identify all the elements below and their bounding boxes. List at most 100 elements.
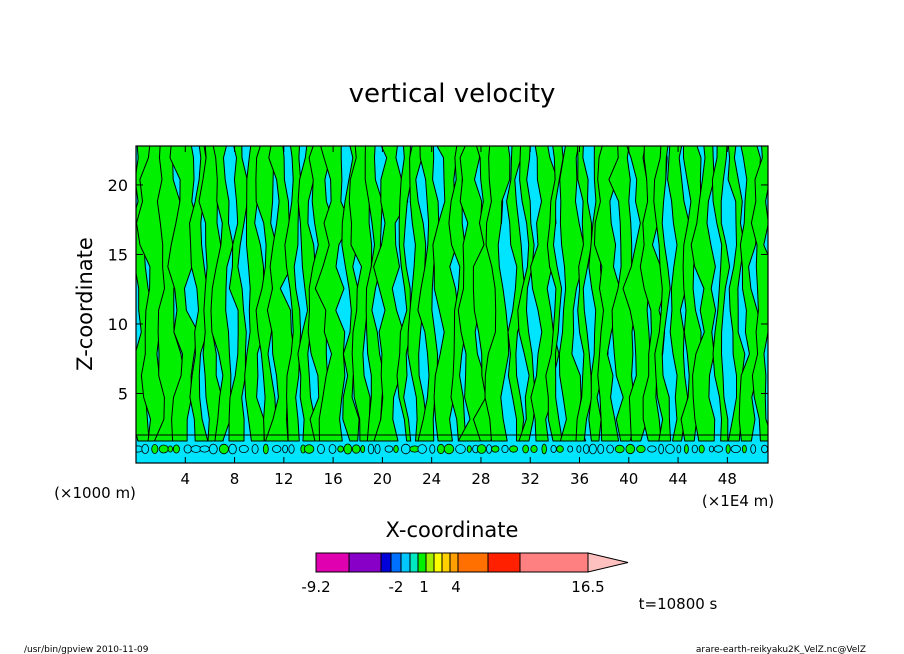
near-surface-cell <box>713 445 724 453</box>
near-surface-cell <box>374 443 381 454</box>
positive-region <box>517 146 536 442</box>
x-tick-label: 4 <box>181 470 191 488</box>
x-tick-label: 20 <box>373 470 392 488</box>
positive-region <box>690 146 717 442</box>
colorbar <box>315 552 629 573</box>
near-surface-cell <box>625 443 636 455</box>
near-surface-cell <box>393 444 399 453</box>
colorbar-segment <box>315 552 350 573</box>
near-surface-cell <box>725 444 731 454</box>
colorbar-segment <box>425 552 435 573</box>
near-surface-cell <box>343 443 353 455</box>
near-surface-cell <box>443 443 455 455</box>
near-surface-cell <box>708 445 715 453</box>
near-surface-cell <box>417 444 427 454</box>
near-surface-cell <box>567 445 574 453</box>
near-surface-cell <box>228 443 237 455</box>
near-surface-cell <box>262 443 269 455</box>
near-surface-cell <box>400 443 411 455</box>
near-surface-cell <box>238 444 249 453</box>
near-surface-cell <box>636 444 646 453</box>
y-axis-label: Z-coordinate <box>73 237 97 371</box>
near-surface-cell <box>208 443 218 455</box>
near-surface-cell <box>583 444 590 454</box>
x-tick-label: 8 <box>230 470 240 488</box>
x-tick-label: 32 <box>521 470 540 488</box>
near-surface-cell <box>272 445 282 453</box>
positive-region <box>210 146 234 442</box>
near-surface-cell <box>614 444 625 454</box>
x-tick-label: 16 <box>324 470 343 488</box>
x-tick-label: 48 <box>718 470 737 488</box>
near-surface-cell <box>251 444 259 454</box>
positive-region <box>396 146 412 442</box>
positive-region <box>558 146 587 442</box>
near-surface-cell <box>466 445 472 453</box>
near-surface-cell <box>328 444 337 454</box>
near-surface-cell <box>476 444 487 454</box>
near-surface-cell <box>303 444 315 454</box>
positive-region <box>228 146 248 442</box>
colorbar-segment <box>487 552 521 573</box>
near-surface-cell <box>288 444 295 454</box>
positive-region <box>484 146 511 442</box>
near-surface-cell <box>183 444 192 454</box>
y-tick-label: 20 <box>108 176 128 195</box>
near-surface-cell <box>742 444 747 454</box>
near-surface-cell <box>691 444 698 454</box>
positive-region <box>750 146 768 442</box>
colorbar-segment <box>441 552 451 573</box>
near-surface-cell <box>509 445 518 453</box>
x-axis-ticks: 4 8 12 16 20 24 28 32 36 40 44 48 <box>181 146 737 488</box>
near-surface-cell <box>698 444 705 454</box>
near-surface-cell <box>190 445 202 453</box>
near-surface-cell <box>750 444 757 454</box>
y-axis-ticks: 5 10 15 20 <box>108 176 768 403</box>
colorbar-segment <box>457 552 489 573</box>
x-unit-left: (×1000 m) <box>54 484 136 502</box>
colorbar-segment <box>380 552 392 573</box>
colorbar-tick-label: -2 <box>389 578 404 596</box>
near-surface-cell <box>158 444 169 454</box>
near-surface-cell <box>360 444 366 453</box>
colorbar-segment <box>409 552 419 573</box>
near-surface-cell <box>556 445 564 453</box>
colorbar-segment <box>449 552 459 573</box>
near-surface-cell <box>141 443 150 454</box>
x-tick-label: 40 <box>619 470 638 488</box>
footer-right: arare-earth-reikyaku2K_VelZ.nc@VelZ <box>696 645 866 654</box>
near-surface-cell <box>351 444 361 454</box>
positive-region <box>711 146 731 442</box>
colorbar-extend-arrow <box>587 552 629 573</box>
x-tick-label: 36 <box>570 470 589 488</box>
near-surface-cell <box>730 444 742 453</box>
y-tick-label: 10 <box>108 315 128 334</box>
near-surface-cell <box>761 444 768 454</box>
near-surface-cell <box>522 444 529 454</box>
near-surface-cell <box>218 443 229 455</box>
near-surface-cell <box>647 445 657 453</box>
colorbar-segment <box>433 552 443 573</box>
near-surface-cell <box>576 445 582 453</box>
near-surface-cell <box>337 445 344 453</box>
positive-region <box>727 146 746 442</box>
near-surface-cell <box>501 444 509 454</box>
near-surface-cell <box>429 444 436 454</box>
near-surface-cell <box>597 443 605 454</box>
near-surface-cell <box>486 444 493 454</box>
near-surface-cell <box>550 444 557 453</box>
chart-title: vertical velocity <box>349 79 556 109</box>
near-surface-cell <box>684 444 689 454</box>
time-label: t=10800 s <box>639 595 718 613</box>
colorbar-tick-label: 16.5 <box>571 578 604 596</box>
near-surface-cell <box>167 445 173 453</box>
colorbar-segment <box>519 552 589 573</box>
positive-region <box>653 146 672 442</box>
colorbar-segment <box>390 552 402 573</box>
near-surface-cell <box>455 444 466 454</box>
near-surface-cell <box>151 444 159 454</box>
x-tick-label: 24 <box>422 470 441 488</box>
near-surface-cell <box>491 445 500 453</box>
